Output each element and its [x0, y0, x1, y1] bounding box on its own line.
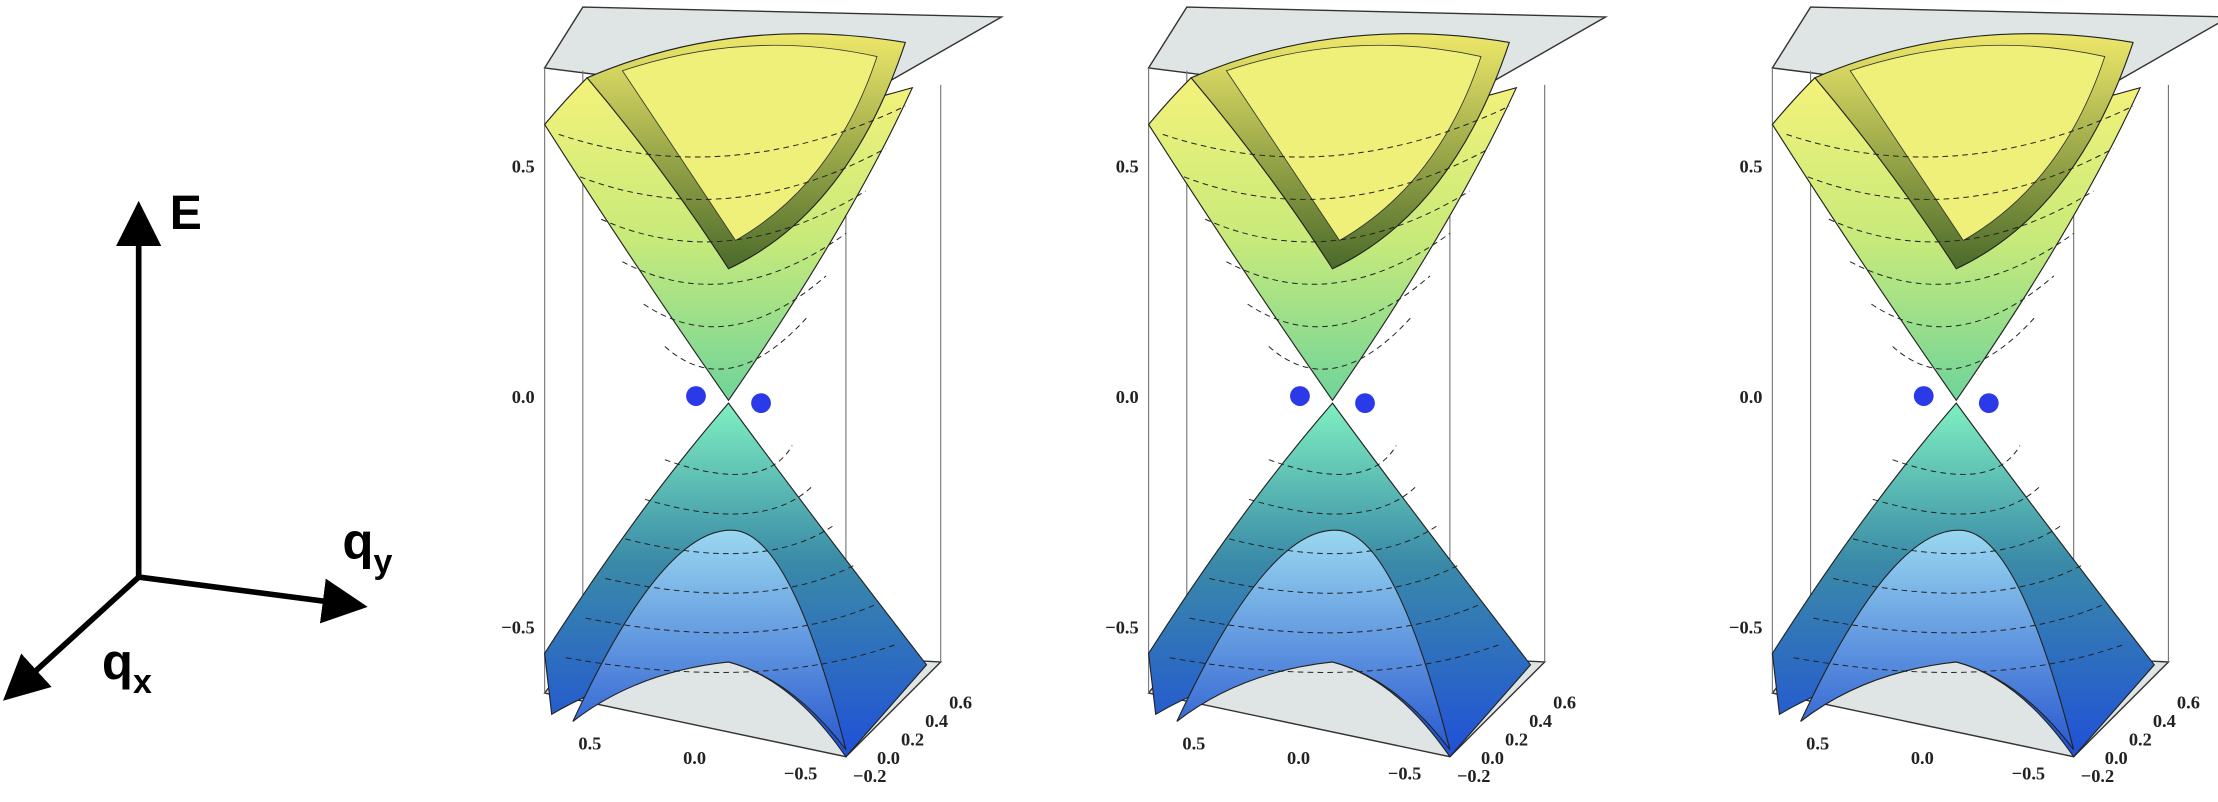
- contour: [1204, 190, 1470, 243]
- contour: [1209, 563, 1461, 594]
- contour: [1813, 603, 2105, 634]
- x-tick-label: −0.5: [784, 763, 817, 783]
- y-tick-label: 0.6: [2177, 693, 2200, 713]
- contour: [565, 643, 899, 673]
- contour: [1807, 148, 2114, 200]
- e-label: E: [170, 186, 202, 240]
- e-tick-label: −0.5: [1105, 618, 1138, 638]
- x-tick-label: 0.5: [1182, 734, 1205, 754]
- y-tick-label: 0.4: [2153, 711, 2176, 731]
- contour: [1892, 317, 2035, 370]
- axis-legend: [3, 200, 368, 701]
- contour: [1849, 232, 2074, 285]
- contour: [1169, 643, 1503, 673]
- e-tick-label: 0.0: [512, 387, 535, 407]
- e-tick-label: 0.5: [1740, 157, 1763, 177]
- contour: [1268, 445, 1397, 475]
- e-tick-label: −0.5: [1729, 618, 1762, 638]
- y-tick-label: 0.2: [2129, 729, 2152, 749]
- box-edges: [1771, 67, 2169, 757]
- contour: [1268, 317, 1411, 370]
- contour: [625, 524, 835, 555]
- y-tick-label: 0.2: [901, 729, 924, 749]
- y-tick-label: 0.6: [949, 693, 972, 713]
- contour: [622, 232, 847, 285]
- y-tick-label: 0.0: [2105, 748, 2128, 768]
- qy-label: qy: [342, 513, 392, 581]
- node-point: [1290, 386, 1310, 406]
- contour: [644, 484, 814, 515]
- upper-inner: [621, 44, 878, 242]
- panel: 0.50.0−0.50.50.0−0.5 −0.20.00.20.40.6: [1729, 6, 2218, 786]
- x-tick-label: −0.5: [1388, 763, 1421, 783]
- contour: [601, 190, 866, 243]
- contour: [664, 317, 807, 370]
- contour: [1247, 275, 1431, 328]
- y-tick-label: 0.4: [1529, 711, 1552, 731]
- y-tick-label: −0.2: [853, 766, 886, 786]
- lower-dome: [572, 529, 847, 751]
- contour: [664, 445, 793, 475]
- lower-dome: [1800, 529, 2075, 751]
- y-tick-label: 0.6: [1553, 693, 1576, 713]
- box-edges: [544, 67, 942, 757]
- upper-inner: [1225, 44, 1482, 242]
- box-edges: [1148, 67, 1546, 757]
- node-point: [1913, 386, 1934, 406]
- lower-dome: [1176, 529, 1451, 751]
- x-tick-label: 0.0: [683, 748, 706, 768]
- qx-label: qx: [102, 633, 152, 701]
- panels: 0.50.0−0.50.50.0−0.5 −0.20.00.20.40.60.50…: [501, 6, 2218, 786]
- contour: [1248, 484, 1418, 515]
- contour: [1852, 524, 2063, 555]
- contour: [1892, 445, 2021, 475]
- panel: 0.50.0−0.50.50.0−0.5 −0.20.00.20.40.6: [1105, 6, 1609, 786]
- x-tick-label: 0.0: [1287, 748, 1310, 768]
- y-tick-label: 0.0: [1481, 748, 1504, 768]
- x-tick-label: 0.5: [1806, 734, 1829, 754]
- y-tick-label: 0.0: [877, 748, 900, 768]
- node-point: [751, 393, 771, 414]
- contour: [1871, 275, 2055, 328]
- contour: [1183, 148, 1490, 200]
- upper-inner: [1849, 44, 2106, 242]
- y-tick-label: 0.2: [1505, 729, 1528, 749]
- x-tick-label: 0.5: [578, 734, 601, 754]
- node-point: [1978, 393, 1999, 414]
- contour: [585, 603, 878, 634]
- x-tick-label: 0.0: [1911, 748, 1934, 768]
- contour: [1189, 603, 1482, 634]
- node-point: [1355, 393, 1375, 414]
- contour: [1793, 643, 2127, 673]
- contour: [643, 275, 827, 328]
- contour: [1226, 232, 1451, 285]
- panel: 0.50.0−0.50.50.0−0.5 −0.20.00.20.40.6: [501, 6, 1005, 786]
- node-point: [686, 386, 706, 406]
- y-tick-label: −0.2: [2081, 766, 2114, 786]
- e-tick-label: −0.5: [501, 618, 534, 638]
- contour: [1229, 524, 1439, 555]
- contour: [579, 148, 886, 200]
- contour: [1872, 484, 2042, 515]
- e-tick-label: 0.0: [1740, 387, 1763, 407]
- e-tick-label: 0.5: [512, 157, 535, 177]
- contour: [605, 563, 857, 594]
- y-tick-label: −0.2: [1457, 766, 1490, 786]
- e-tick-label: 0.0: [1116, 387, 1139, 407]
- x-tick-label: −0.5: [2012, 763, 2045, 783]
- e-tick-label: 0.5: [1116, 157, 1139, 177]
- contour: [1828, 190, 2094, 243]
- contour: [1833, 563, 2084, 594]
- y-tick-label: 0.4: [925, 711, 948, 731]
